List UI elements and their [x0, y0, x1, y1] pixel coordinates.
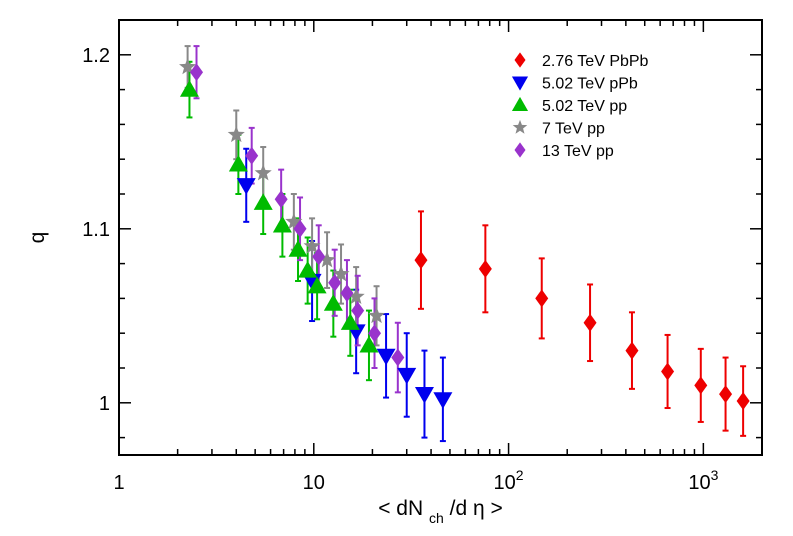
data-point	[227, 125, 245, 143]
data-point	[340, 313, 360, 330]
data-point	[298, 261, 318, 278]
data-point	[340, 284, 354, 303]
x-tick-label-base: 10	[494, 472, 516, 494]
data-point	[661, 362, 675, 381]
data-point	[478, 259, 492, 278]
x-tick-label-exponent: 3	[711, 467, 719, 483]
x-tick-label-base: 10	[303, 472, 325, 494]
legend-label: 13 TeV pp	[542, 143, 614, 160]
data-point	[391, 348, 405, 367]
x-axis-label-prefix: < dN	[378, 497, 423, 520]
y-tick-label: 1.2	[82, 45, 110, 67]
data-markers	[179, 57, 750, 411]
data-point	[367, 306, 386, 324]
x-tick-label-exponent: 2	[516, 467, 524, 483]
legend-marker	[514, 142, 526, 158]
data-point	[323, 294, 343, 311]
data-point	[312, 247, 326, 266]
data-point	[694, 376, 708, 395]
data-point	[228, 154, 248, 172]
data-point	[293, 219, 307, 238]
legend-label: 5.02 TeV pPb	[542, 76, 638, 93]
x-tick-label-base: 1	[113, 472, 124, 494]
data-point	[433, 392, 453, 409]
data-point	[179, 80, 199, 97]
data-point	[625, 341, 639, 360]
legend-label: 5.02 TeV pp	[542, 98, 627, 115]
legend-item: 13 TeV pp	[514, 142, 614, 160]
data-point	[179, 57, 197, 75]
data-point	[288, 240, 308, 257]
x-axis-label-sub: ch	[429, 510, 444, 526]
data-point	[254, 164, 272, 181]
data-point	[274, 190, 288, 209]
legend-label: 7 TeV pp	[542, 121, 605, 138]
x-tick-label: 102	[494, 467, 524, 494]
data-point	[359, 335, 379, 353]
data-point	[414, 251, 428, 270]
legend-item: 5.02 TeV pPb	[511, 76, 638, 93]
y-tick-label: 1.1	[82, 219, 110, 241]
data-point	[190, 63, 204, 82]
x-tick-label: 103	[688, 467, 718, 494]
data-point	[583, 313, 597, 332]
data-point	[351, 301, 365, 320]
data-point	[397, 367, 417, 385]
data-point	[303, 237, 321, 254]
data-point	[347, 287, 365, 304]
data-point	[414, 386, 434, 404]
data-point	[332, 265, 350, 282]
y-tick-label: 1	[99, 393, 110, 415]
legend-marker	[511, 76, 529, 91]
legend-marker	[511, 96, 529, 112]
x-axis-label-suffix: /d η >	[450, 497, 503, 520]
legend-item: 7 TeV pp	[512, 119, 605, 138]
x-tick-label: 1	[113, 472, 124, 494]
data-point	[719, 385, 733, 404]
x-axis-label: < dN ch /d η >	[378, 497, 503, 526]
legend-item: 5.02 TeV pp	[511, 96, 627, 115]
y-axis-label: q	[26, 232, 49, 244]
legend-marker	[514, 52, 526, 68]
data-point	[236, 178, 256, 195]
legend: 2.76 TeV PbPb 5.02 TeV pPb 5.02 TeV pp 7 Te…	[511, 52, 649, 160]
legend-item: 2.76 TeV PbPb	[514, 52, 649, 70]
axis-ticks	[118, 19, 763, 455]
data-point	[736, 392, 750, 411]
data-point	[253, 193, 273, 210]
data-point	[368, 324, 382, 343]
data-point	[272, 215, 292, 233]
x-tick-label-base: 10	[688, 472, 710, 494]
data-point	[318, 251, 336, 268]
data-point	[328, 273, 342, 292]
data-point	[376, 348, 396, 366]
legend-marker	[512, 119, 528, 134]
data-point	[307, 276, 327, 294]
data-point	[535, 289, 549, 308]
data-point	[245, 146, 259, 165]
data-point	[285, 212, 303, 230]
x-tick-label: 10	[303, 472, 325, 494]
legend-label: 2.76 TeV PbPb	[542, 53, 649, 70]
error-bars	[184, 45, 747, 443]
plot-frame	[118, 19, 763, 456]
